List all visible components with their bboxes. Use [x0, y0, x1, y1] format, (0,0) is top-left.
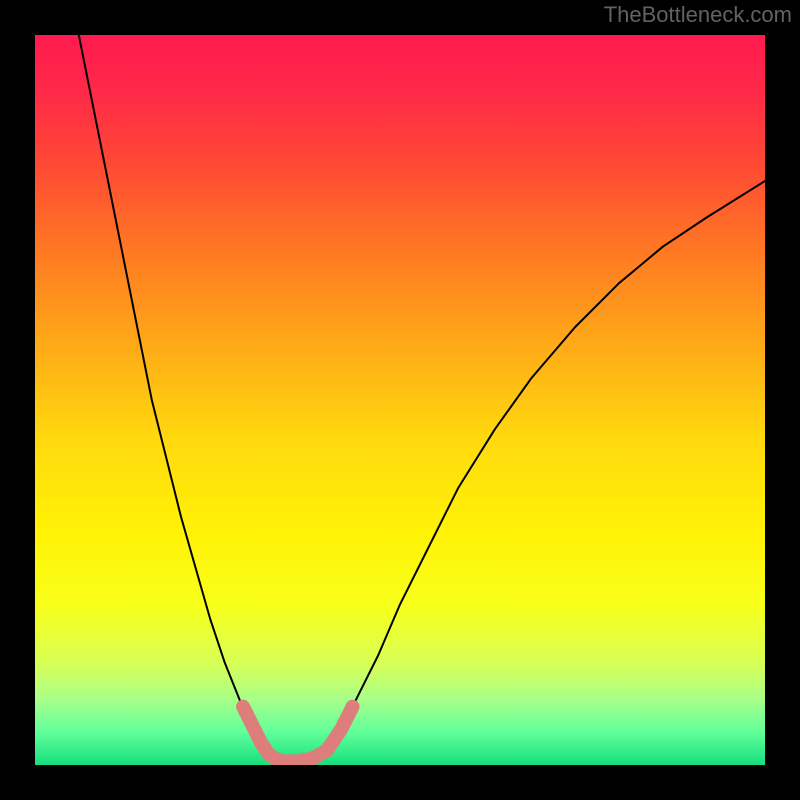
- plot-svg: [35, 35, 765, 765]
- plot-area: [35, 35, 765, 765]
- chart-frame: TheBottleneck.com: [0, 0, 800, 800]
- gradient-background: [35, 35, 765, 765]
- watermark-text: TheBottleneck.com: [604, 2, 792, 28]
